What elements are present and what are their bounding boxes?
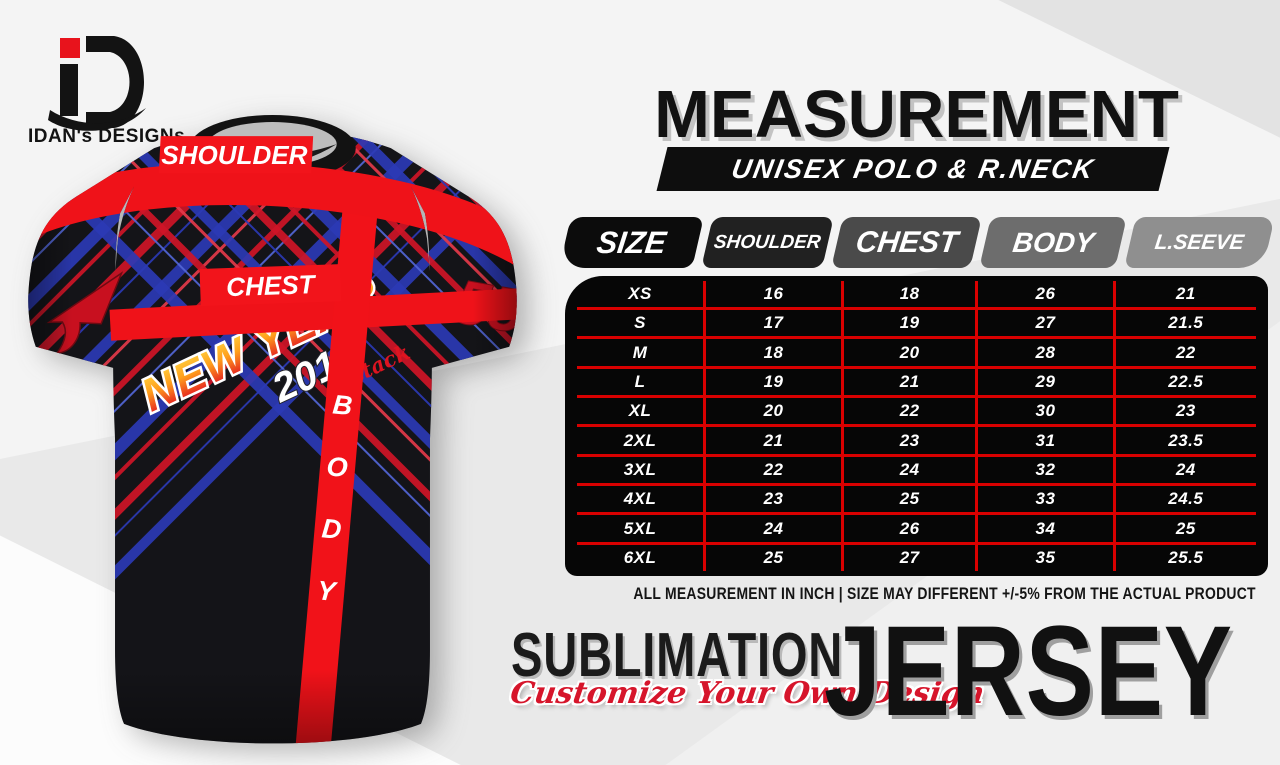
measure-cell: 33 [975, 483, 1116, 516]
measure-cell: 29 [975, 365, 1116, 399]
measure-cell: 23 [1112, 395, 1256, 428]
measure-cell: 22 [703, 453, 844, 487]
footer-title-sublimation: SUBLIMATION [511, 621, 844, 690]
measure-cell: 20 [703, 395, 844, 428]
measure-cell: 24 [1112, 453, 1256, 487]
measure-cell: 26 [975, 281, 1116, 311]
brand-logo-icon [48, 36, 146, 131]
size-cell: XS [577, 281, 707, 311]
measure-cell: 24 [703, 512, 844, 545]
size-chart-table: XS 16 18 26 21 S 17 19 27 21.5 M 18 20 28 22 L 19 21 29 22.… [565, 276, 1268, 576]
size-cell: 4XL [577, 483, 707, 516]
size-cell: 6XL [577, 541, 707, 571]
shoulder-band [28, 162, 517, 281]
size-table-row: 4XL 23 25 33 24.5 [577, 483, 1256, 516]
measure-cell: 31 [975, 424, 1116, 457]
size-table-row: 5XL 24 26 34 25 [577, 512, 1256, 545]
measure-cell: 18 [840, 281, 979, 311]
size-table-row: M 18 20 28 22 [577, 336, 1256, 369]
size-chart-header: SIZE SHOULDER CHEST BODY L.SEEVE [559, 217, 1275, 268]
measure-cell: 21 [703, 424, 844, 457]
measure-cell: 25 [840, 483, 979, 516]
brand-name: IDAN's DESIGNs [28, 126, 186, 147]
footer-title-jersey: JERSEY [824, 600, 1233, 743]
measure-cell: 25 [703, 541, 844, 571]
measure-cell: 22 [1112, 336, 1256, 369]
measure-cell: 25 [1112, 512, 1256, 545]
measure-cell: 21 [1112, 281, 1256, 311]
measure-cell: 19 [840, 307, 979, 340]
size-table-row: XL 20 22 30 23 [577, 395, 1256, 428]
measure-cell: 21 [840, 365, 979, 399]
column-header-body: BODY [979, 217, 1127, 268]
measure-cell: 20 [840, 336, 979, 369]
size-cell: M [577, 336, 707, 369]
measure-cell: 22.5 [1112, 365, 1256, 399]
size-table-body: XS 16 18 26 21 S 17 19 27 21.5 M 18 20 28 22 L 19 21 29 22.… [577, 281, 1256, 571]
measure-cell: 19 [703, 365, 844, 399]
size-table-row: L 19 21 29 22.5 [577, 365, 1256, 399]
jersey-mockup: 55 NEW YEAR 2019 attack BODY [28, 115, 517, 744]
measure-cell: 23.5 [1112, 424, 1256, 457]
column-header-shoulder: SHOULDER [701, 217, 834, 268]
measure-cell: 30 [975, 395, 1116, 428]
size-cell: 5XL [577, 512, 707, 545]
measure-cell: 23 [840, 424, 979, 457]
measure-cell: 32 [975, 453, 1116, 487]
column-header-size: SIZE [559, 217, 704, 268]
size-cell: XL [577, 395, 707, 428]
measurement-note: ALL MEASUREMENT IN INCH | SIZE MAY DIFFE… [633, 584, 1256, 603]
size-table-row: 6XL 25 27 35 25.5 [577, 541, 1256, 571]
column-header-lseeve: L.SEEVE [1124, 217, 1275, 268]
shoulder-label-box [158, 136, 314, 174]
measure-cell: 16 [703, 281, 844, 311]
size-cell: S [577, 307, 707, 340]
page-title: MEASUREMENT [654, 77, 1179, 152]
measure-cell: 25.5 [1112, 541, 1256, 571]
chest-label-box [199, 264, 342, 307]
subtitle-band: UNISEX POLO & R.NECK [656, 147, 1170, 191]
size-table-row: 3XL 22 24 32 24 [577, 453, 1256, 487]
size-table-row: 2XL 21 23 31 23.5 [577, 424, 1256, 457]
measure-cell: 24 [840, 453, 979, 487]
measure-cell: 28 [975, 336, 1116, 369]
measure-cell: 18 [703, 336, 844, 369]
size-cell: 2XL [577, 424, 707, 457]
measure-cell: 26 [840, 512, 979, 545]
measure-cell: 22 [840, 395, 979, 428]
measure-cell: 24.5 [1112, 483, 1256, 516]
measure-cell: 27 [840, 541, 979, 571]
size-cell: 3XL [577, 453, 707, 487]
measure-cell: 21.5 [1112, 307, 1256, 340]
column-header-chest: CHEST [831, 217, 982, 268]
measure-cell: 23 [703, 483, 844, 516]
measure-cell: 35 [975, 541, 1116, 571]
measure-cell: 34 [975, 512, 1116, 545]
shoulder-band-label: SHOULDER [161, 140, 307, 170]
size-table-row: XS 16 18 26 21 [577, 281, 1256, 311]
measure-cell: 17 [703, 307, 844, 340]
size-table-row: S 17 19 27 21.5 [577, 307, 1256, 340]
chest-band-label: CHEST [226, 269, 317, 302]
size-cell: L [577, 365, 707, 399]
page-subtitle: UNISEX POLO & R.NECK [729, 153, 1098, 184]
measure-cell: 27 [975, 307, 1116, 340]
